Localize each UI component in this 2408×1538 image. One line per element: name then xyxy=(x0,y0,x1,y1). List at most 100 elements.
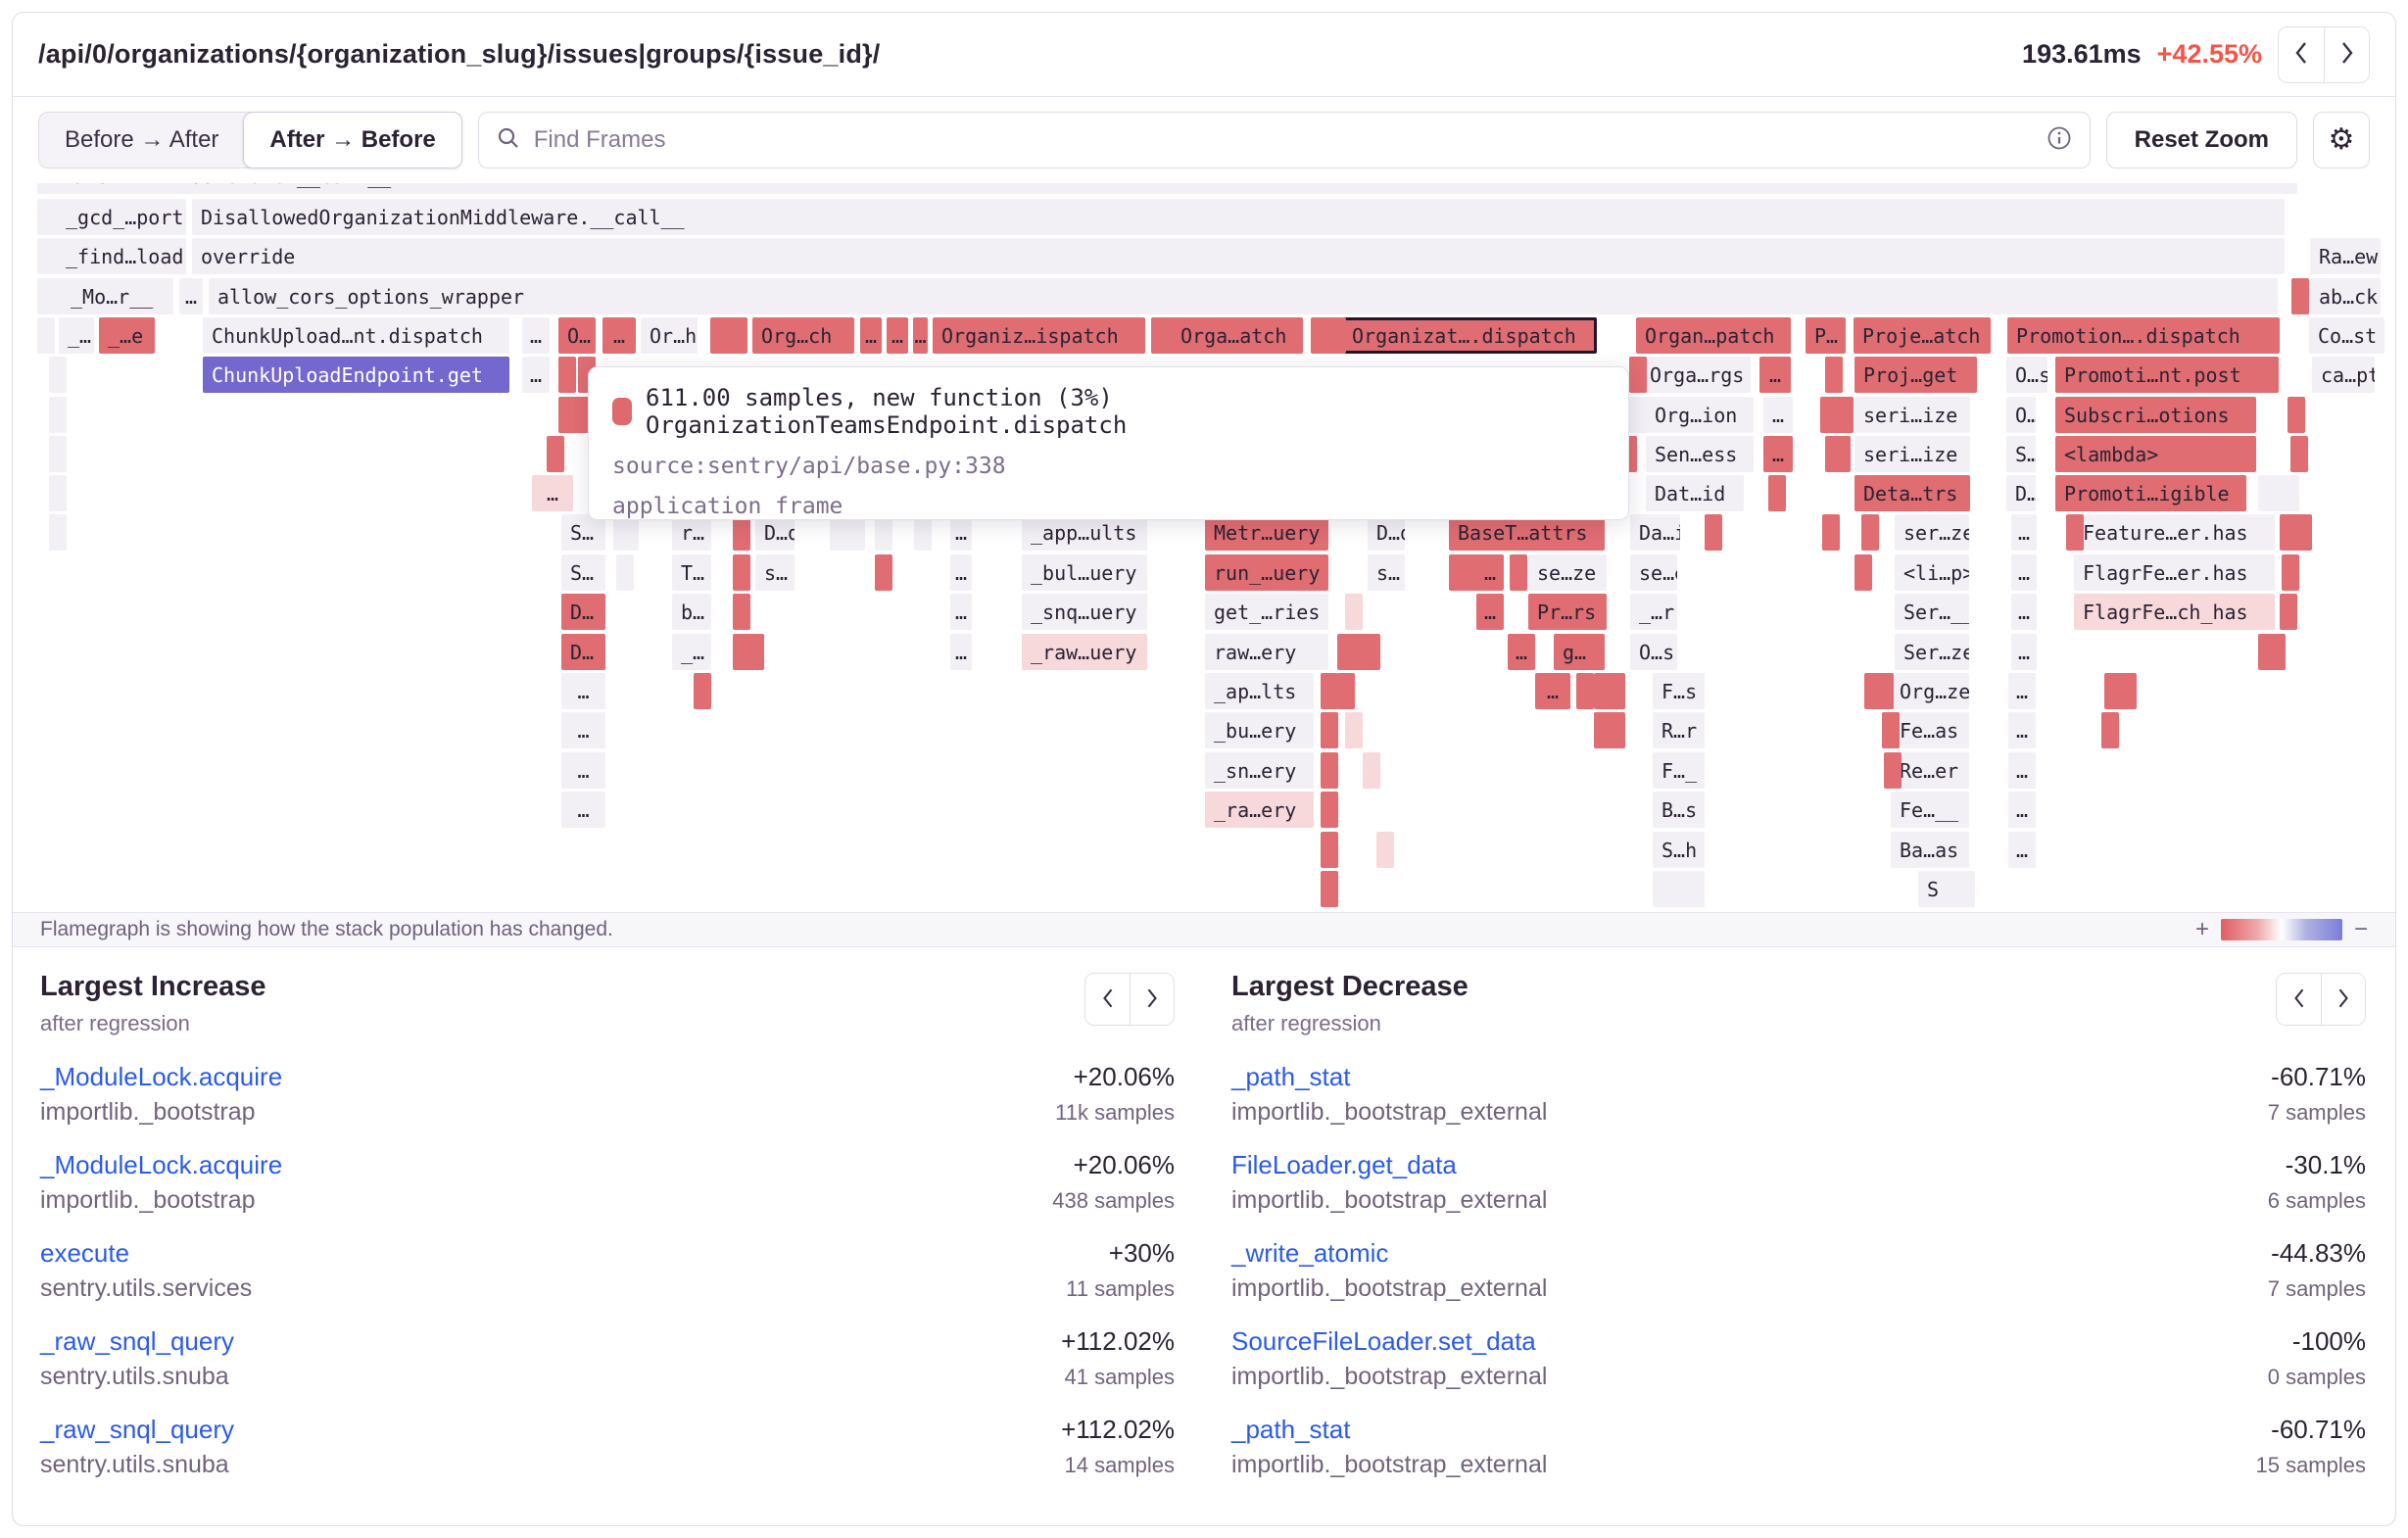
reset-zoom-button[interactable]: Reset Zoom xyxy=(2105,112,2297,168)
flame-frame[interactable] xyxy=(1705,514,1722,551)
flame-frame[interactable] xyxy=(2066,514,2084,551)
flame-frame[interactable]: … xyxy=(602,317,636,354)
flame-frame[interactable] xyxy=(49,397,67,433)
segment-before-after[interactable]: Before → After xyxy=(65,126,219,153)
flame-frame[interactable]: … xyxy=(561,673,605,709)
flame-frame[interactable]: Ra…ew xyxy=(2310,238,2381,274)
function-link[interactable]: _path_stat xyxy=(1231,1415,1351,1444)
flame-frame[interactable]: _find…load xyxy=(57,238,186,274)
flame-frame[interactable] xyxy=(1321,871,1338,907)
flame-frame[interactable]: Dat…id xyxy=(1646,475,1744,511)
flame-frame[interactable] xyxy=(49,514,67,551)
flame-frame[interactable] xyxy=(558,397,576,433)
pager-next-button[interactable] xyxy=(1130,974,1174,1025)
prev-regression-button[interactable] xyxy=(2279,26,2324,82)
flame-frame[interactable]: Promotion….dispatch xyxy=(2007,317,2280,354)
flame-frame[interactable]: … xyxy=(561,712,605,748)
flame-frame[interactable]: Org…ze xyxy=(1891,673,1969,709)
flame-frame[interactable]: T… xyxy=(672,554,711,591)
flame-frame[interactable]: Deta…trs xyxy=(1854,475,1970,511)
flame-frame[interactable]: … xyxy=(950,634,972,670)
flame-frame[interactable]: se…ze xyxy=(1528,554,1607,591)
flame-frame[interactable] xyxy=(49,436,67,472)
pager-next-button[interactable] xyxy=(2321,974,2365,1025)
flame-frame[interactable]: … xyxy=(1535,673,1570,709)
flame-frame[interactable] xyxy=(733,514,750,551)
flame-frame[interactable]: D… xyxy=(2006,475,2036,511)
flame-frame[interactable]: BaseT…attrs xyxy=(1449,514,1605,551)
flame-frame[interactable] xyxy=(1337,634,1355,670)
flame-frame[interactable] xyxy=(1825,436,1843,472)
function-link[interactable]: FileLoader.get_data xyxy=(1231,1150,1457,1179)
flame-frame[interactable] xyxy=(2258,634,2276,670)
flame-frame[interactable]: Promoti…igible xyxy=(2055,475,2246,511)
flame-frame[interactable] xyxy=(746,634,764,670)
flame-frame[interactable]: _gcd_…port xyxy=(57,199,186,235)
flame-frame[interactable]: … xyxy=(1476,554,1504,591)
flame-frame[interactable]: Subscri…otions xyxy=(2055,397,2256,433)
flame-frame[interactable]: … xyxy=(2011,554,2037,591)
flame-frame[interactable]: r… xyxy=(672,514,711,551)
flame-frame[interactable]: P… xyxy=(1806,317,1846,354)
flame-frame[interactable]: S… xyxy=(2006,436,2036,472)
flame-frame[interactable]: … xyxy=(1476,594,1504,630)
flame-frame[interactable] xyxy=(1822,514,1840,551)
pager-prev-button[interactable] xyxy=(1085,974,1130,1025)
flame-frame[interactable]: _ra…ery xyxy=(1205,792,1314,828)
settings-button[interactable]: ⚙ xyxy=(2313,112,2370,168)
flame-frame[interactable]: S… xyxy=(561,514,605,551)
flame-frame[interactable] xyxy=(2258,475,2276,511)
flame-frame[interactable] xyxy=(613,514,631,551)
flame-frame[interactable]: … xyxy=(2011,634,2037,670)
flame-frame[interactable]: _…e xyxy=(99,317,155,354)
flame-frame[interactable]: … xyxy=(913,317,928,354)
flame-frame[interactable] xyxy=(1510,554,1527,591)
flame-frame[interactable]: Organiz…ispatch xyxy=(933,317,1145,354)
flame-frame[interactable]: … xyxy=(1763,436,1793,472)
flame-frame[interactable]: _…r xyxy=(1630,594,1677,630)
flame-frame[interactable]: D…d xyxy=(755,514,795,551)
flame-frame[interactable] xyxy=(1345,712,1363,748)
flame-frame[interactable]: Fe…as xyxy=(1891,712,1969,748)
flame-frame[interactable] xyxy=(558,357,576,393)
flame-frame[interactable]: S…h xyxy=(1653,832,1705,868)
flame-frame[interactable]: … xyxy=(1759,357,1791,393)
flame-frame[interactable]: … xyxy=(1508,634,1535,670)
flame-frame[interactable]: D…d xyxy=(1368,514,1405,551)
flame-frame[interactable]: FlagrFe…er.has xyxy=(2074,554,2275,591)
flame-frame[interactable] xyxy=(1594,673,1625,709)
flame-frame[interactable] xyxy=(1882,712,1900,748)
flame-frame[interactable]: … xyxy=(2008,673,2036,709)
flame-frame[interactable]: … xyxy=(179,278,203,314)
flame-frame[interactable]: … xyxy=(2008,712,2036,748)
flame-frame[interactable]: Promoti…nt.post xyxy=(2055,357,2279,393)
flame-frame[interactable] xyxy=(1151,317,1169,354)
flame-frame[interactable] xyxy=(1825,357,1843,393)
flame-frame[interactable] xyxy=(1861,514,1879,551)
flame-frame[interactable]: <lambda> xyxy=(2055,436,2256,472)
flame-frame[interactable]: seri…ize xyxy=(1854,436,1970,472)
flame-frame[interactable] xyxy=(37,238,55,274)
flame-frame[interactable]: Sen…ess xyxy=(1646,436,1754,472)
function-link[interactable]: _path_stat xyxy=(1231,1062,1351,1091)
flame-frame[interactable]: … xyxy=(950,514,972,551)
flame-frame[interactable]: F…s xyxy=(1653,673,1705,709)
flame-frame[interactable] xyxy=(847,514,865,551)
flame-frame[interactable]: ChunkUploadEndpoint.get xyxy=(203,357,509,393)
flame-frame[interactable] xyxy=(1321,673,1338,709)
flame-frame[interactable] xyxy=(1363,752,1380,789)
flame-frame[interactable]: Feature…er.has xyxy=(2074,514,2275,551)
flame-frame[interactable]: run_…uery xyxy=(1205,554,1328,591)
flame-frame[interactable] xyxy=(875,514,892,551)
flame-frame[interactable] xyxy=(733,554,750,591)
flame-frame[interactable]: … xyxy=(2008,792,2036,828)
flame-frame[interactable]: … xyxy=(2008,832,2036,868)
flame-frame[interactable]: Ba…as xyxy=(1891,832,1969,868)
flame-frame[interactable] xyxy=(875,554,892,591)
flame-frame[interactable]: Re…er xyxy=(1891,752,1969,789)
flame-frame[interactable] xyxy=(1629,397,1647,433)
flame-frame[interactable]: Orga…rgs xyxy=(1641,357,1751,393)
flame-frame[interactable]: s… xyxy=(1368,554,1405,591)
flame-frame[interactable]: _snq…uery xyxy=(1022,594,1147,630)
flame-frame[interactable]: … xyxy=(532,475,573,511)
